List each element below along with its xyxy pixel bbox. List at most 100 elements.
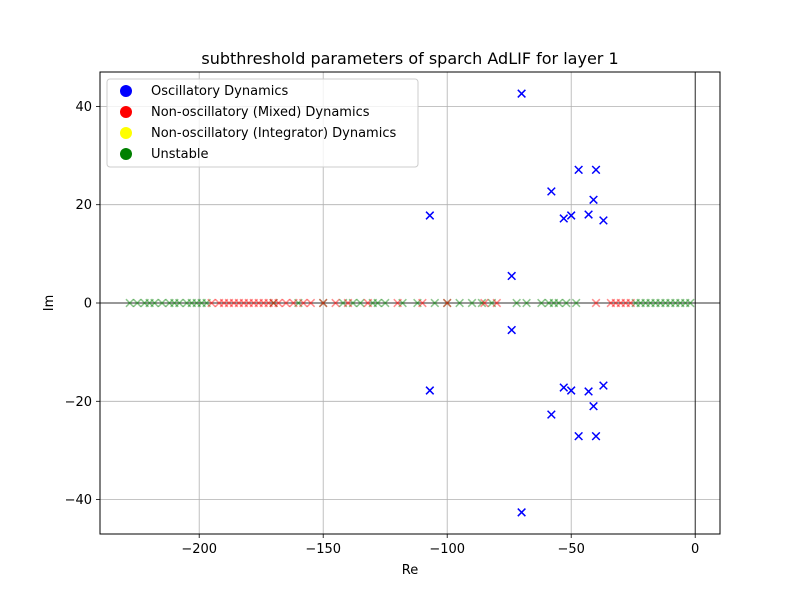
point-oscillatory-dynamics — [559, 214, 569, 223]
point-non-oscillatory-mixed-dynamics — [393, 298, 402, 308]
legend-label-oscillatory: Oscillatory Dynamics — [151, 84, 289, 99]
point-unstable — [571, 298, 581, 308]
point-oscillatory-dynamics — [589, 195, 598, 205]
point-unstable — [537, 298, 546, 308]
point-unstable — [175, 298, 184, 308]
point-non-oscillatory-mixed-dynamics — [234, 298, 244, 308]
point-unstable — [656, 298, 665, 308]
point-oscillatory-dynamics — [507, 325, 517, 335]
x-tick-label: −200 — [181, 542, 217, 557]
point-oscillatory-dynamics — [425, 211, 435, 220]
point-unstable — [398, 298, 407, 308]
point-unstable — [269, 298, 278, 308]
point-non-oscillatory-mixed-dynamics — [306, 298, 316, 308]
point-oscillatory-dynamics — [589, 401, 598, 411]
point-unstable — [380, 298, 390, 308]
point-non-oscillatory-mixed-dynamics — [214, 298, 224, 308]
point-non-oscillatory-mixed-dynamics — [281, 298, 291, 308]
y-axis-label: Im — [42, 295, 57, 312]
point-non-oscillatory-mixed-dynamics — [621, 298, 631, 308]
point-unstable — [631, 298, 641, 308]
point-non-oscillatory-mixed-dynamics — [591, 298, 601, 308]
point-unstable — [675, 298, 685, 308]
point-unstable — [666, 298, 675, 308]
point-unstable — [294, 298, 303, 308]
point-unstable — [646, 298, 655, 308]
x-tick-label: −150 — [305, 542, 341, 557]
point-non-oscillatory-mixed-dynamics — [626, 298, 636, 308]
point-unstable — [145, 298, 154, 308]
point-oscillatory-dynamics — [591, 431, 601, 441]
point-oscillatory-dynamics — [559, 383, 569, 392]
point-non-oscillatory-mixed-dynamics — [274, 298, 283, 308]
point-unstable — [132, 298, 142, 308]
point-unstable — [368, 298, 378, 308]
point-unstable — [671, 298, 680, 308]
x-axis-ticks: −200 −150 −100 −50 0 — [181, 534, 699, 557]
point-unstable — [651, 298, 660, 308]
y-tick-label: −20 — [65, 395, 92, 410]
point-non-oscillatory-mixed-dynamics — [244, 298, 254, 308]
point-oscillatory-dynamics — [591, 165, 601, 175]
point-non-oscillatory-mixed-dynamics — [442, 298, 452, 308]
point-non-oscillatory-mixed-dynamics — [264, 298, 273, 308]
zero-reference-lines — [100, 72, 720, 534]
point-unstable — [356, 298, 365, 308]
point-non-oscillatory-mixed-dynamics — [207, 298, 216, 308]
point-unstable — [348, 298, 358, 308]
point-unstable — [413, 298, 422, 308]
point-non-oscillatory-mixed-dynamics — [492, 298, 502, 308]
x-tick-label: −100 — [429, 542, 465, 557]
legend: Oscillatory Dynamics Non-oscillatory (Mi… — [106, 78, 419, 168]
point-non-oscillatory-mixed-dynamics — [299, 298, 308, 308]
point-unstable — [477, 298, 487, 308]
point-unstable — [192, 298, 202, 308]
legend-marker-unstable — [120, 148, 132, 160]
point-non-oscillatory-mixed-dynamics — [606, 298, 616, 308]
point-unstable — [187, 298, 197, 308]
point-oscillatory-dynamics — [547, 187, 556, 196]
point-unstable — [165, 298, 174, 308]
point-non-oscillatory-mixed-dynamics — [229, 298, 239, 308]
point-non-oscillatory-mixed-dynamics — [219, 298, 229, 308]
legend-marker-mixed — [120, 106, 132, 118]
legend-entry-oscillatory: Oscillatory Dynamics — [120, 84, 289, 99]
point-unstable — [636, 298, 645, 308]
point-unstable — [554, 298, 564, 308]
point-non-oscillatory-mixed-dynamics — [480, 298, 489, 308]
point-unstable — [544, 298, 554, 308]
y-tick-label: −40 — [65, 493, 92, 508]
legend-box — [106, 78, 419, 168]
y-tick-label: 20 — [75, 198, 92, 213]
point-unstable — [549, 298, 559, 308]
chart-title: subthreshold parameters of sparch AdLIF … — [201, 49, 618, 68]
point-unstable — [202, 298, 211, 308]
point-oscillatory-dynamics — [584, 387, 593, 396]
legend-label-mixed: Non-oscillatory (Mixed) Dynamics — [151, 105, 370, 120]
point-unstable — [150, 298, 159, 308]
point-unstable — [512, 298, 521, 308]
point-unstable — [661, 298, 670, 308]
point-unstable — [157, 298, 167, 308]
point-unstable — [561, 298, 571, 308]
point-non-oscillatory-mixed-dynamics — [318, 298, 328, 308]
point-unstable — [125, 298, 135, 308]
point-unstable — [467, 298, 477, 308]
point-unstable — [170, 298, 179, 308]
point-non-oscillatory-mixed-dynamics — [418, 298, 427, 308]
x-axis-label: Re — [402, 563, 418, 578]
x-tick-label: 0 — [691, 542, 699, 557]
point-unstable — [182, 298, 192, 308]
point-non-oscillatory-mixed-dynamics — [331, 298, 340, 308]
point-non-oscillatory-mixed-dynamics — [363, 298, 373, 308]
point-unstable — [487, 298, 497, 308]
point-oscillatory-dynamics — [566, 211, 576, 220]
point-oscillatory-dynamics — [507, 271, 517, 281]
legend-label-unstable: Unstable — [151, 147, 208, 162]
legend-entry-integrator: Non-oscillatory (Integrator) Dynamics — [120, 126, 396, 141]
point-non-oscillatory-mixed-dynamics — [254, 298, 264, 308]
point-oscillatory-dynamics — [599, 216, 608, 225]
point-oscillatory-dynamics — [566, 386, 576, 395]
point-non-oscillatory-mixed-dynamics — [289, 298, 298, 308]
